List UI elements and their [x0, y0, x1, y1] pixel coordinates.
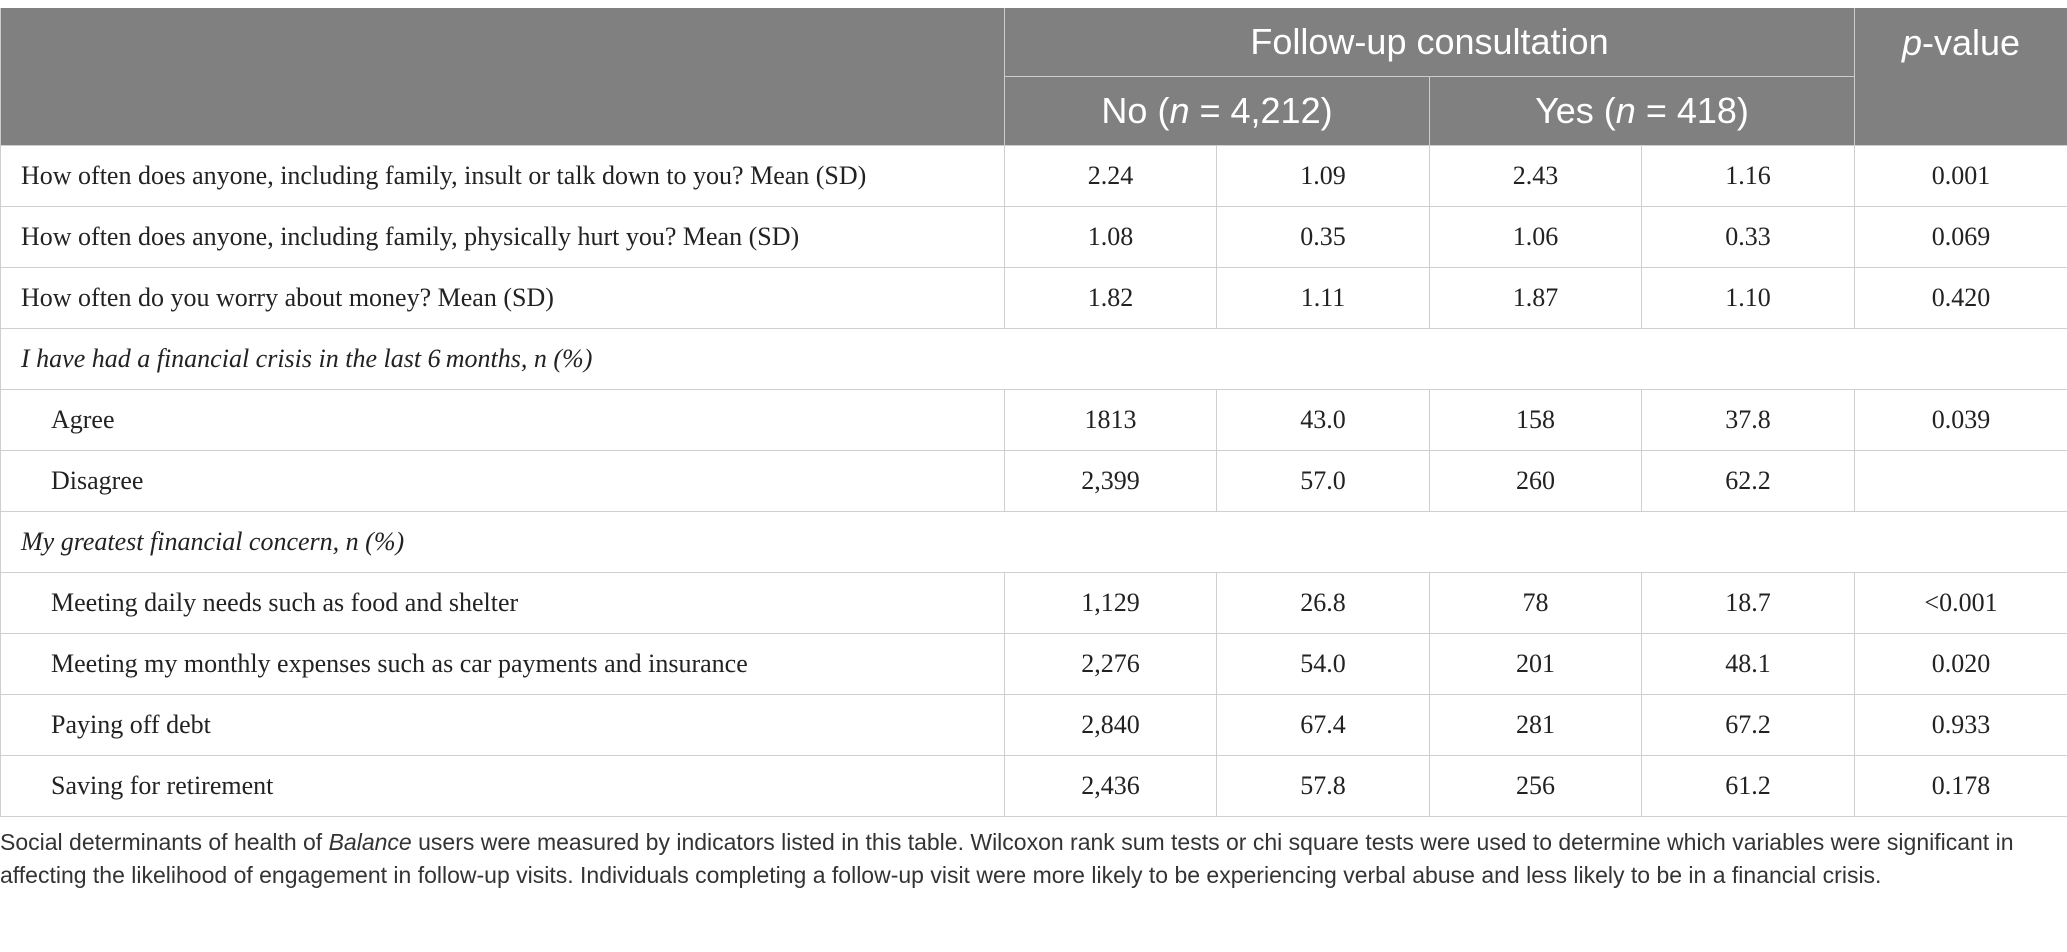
p-value-cell: 0.178: [1854, 755, 2067, 817]
header-yes: Yes (n = 418): [1428, 76, 1856, 146]
no-count-cell: 2,840: [1004, 694, 1217, 756]
yes-stat-cell: 1.16: [1640, 145, 1856, 207]
p-value-cell: <0.001: [1854, 572, 2067, 634]
header-no: No (n = 4,212): [1004, 76, 1430, 146]
table-row: How often does anyone, including family,…: [0, 145, 2067, 207]
no-stat-cell: 0.35: [1216, 206, 1430, 268]
yes-count-cell: 1.06: [1429, 206, 1642, 268]
table-row: Disagree 2,399 57.0 260 62.2: [0, 450, 2067, 512]
row-label: Saving for retirement: [0, 755, 1005, 817]
table-row: Meeting my monthly expenses such as car …: [0, 633, 2067, 695]
no-count-cell: 1,129: [1004, 572, 1217, 634]
yes-count-cell: 281: [1429, 694, 1642, 756]
p-value-cell: 0.020: [1854, 633, 2067, 695]
footnote-text-1: Social determinants of health of: [0, 829, 329, 855]
row-label: Meeting daily needs such as food and she…: [0, 572, 1005, 634]
row-label: Meeting my monthly expenses such as car …: [0, 633, 1005, 695]
section-label: My greatest financial concern, n (%): [0, 511, 2067, 573]
no-count-cell: 1.82: [1004, 267, 1217, 329]
yes-stat-cell: 37.8: [1640, 389, 1856, 451]
p-value-cell: 0.069: [1854, 206, 2067, 268]
yes-stat-cell: 62.2: [1640, 450, 1856, 512]
section-label: I have had a financial crisis in the las…: [0, 328, 2067, 390]
yes-count-cell: 158: [1429, 389, 1642, 451]
p-value-cell: 0.933: [1854, 694, 2067, 756]
header-no-post: = 4,212): [1189, 90, 1333, 131]
footnote-italic-balance: Balance: [328, 829, 412, 855]
yes-count-cell: 201: [1429, 633, 1642, 695]
no-count-cell: 2,399: [1004, 450, 1217, 512]
no-count-cell: 1.08: [1004, 206, 1217, 268]
no-count-cell: 2.24: [1004, 145, 1217, 207]
no-stat-cell: 1.09: [1216, 145, 1430, 207]
yes-count-cell: 1.87: [1429, 267, 1642, 329]
p-value-cell: 0.001: [1854, 145, 2067, 207]
header-yes-pre: Yes (: [1535, 90, 1616, 131]
p-italic: p: [1901, 22, 1922, 63]
yes-count-cell: 260: [1429, 450, 1642, 512]
p-value-cell: [1854, 450, 2067, 512]
no-stat-cell: 43.0: [1216, 389, 1430, 451]
header-no-pre: No (: [1101, 90, 1170, 131]
table-footnote: Social determinants of health of Balance…: [0, 826, 2040, 892]
p-value-cell: 0.039: [1854, 389, 2067, 451]
header-blank-cell: [0, 8, 1005, 146]
row-label: How often do you worry about money? Mean…: [0, 267, 1005, 329]
yes-count-cell: 2.43: [1429, 145, 1642, 207]
yes-stat-cell: 0.33: [1640, 206, 1856, 268]
yes-count-cell: 78: [1429, 572, 1642, 634]
no-stat-cell: 54.0: [1216, 633, 1430, 695]
header-group-follow-up: Follow-up consultation: [1003, 8, 1856, 77]
no-stat-cell: 57.8: [1216, 755, 1430, 817]
table-body: How often does anyone, including family,…: [0, 145, 2067, 817]
section-row: My greatest financial concern, n (%): [0, 511, 2067, 573]
no-stat-cell: 26.8: [1216, 572, 1430, 634]
yes-stat-cell: 67.2: [1640, 694, 1856, 756]
no-count-cell: 2,276: [1004, 633, 1217, 695]
yes-count-cell: 256: [1429, 755, 1642, 817]
table-row: Agree 1813 43.0 158 37.8 0.039: [0, 389, 2067, 451]
no-count-cell: 2,436: [1004, 755, 1217, 817]
header-yes-post: = 418): [1635, 90, 1749, 131]
row-label: Disagree: [0, 450, 1005, 512]
footnote-text-2: users were measured by indicators listed…: [0, 829, 2014, 888]
row-label: Paying off debt: [0, 694, 1005, 756]
no-stat-cell: 1.11: [1216, 267, 1430, 329]
row-label: Agree: [0, 389, 1005, 451]
yes-stat-cell: 1.10: [1640, 267, 1856, 329]
table-row: How often do you worry about money? Mean…: [0, 267, 2067, 329]
data-table: Follow-up consultation p-value No (n = 4…: [0, 8, 2067, 817]
no-stat-cell: 67.4: [1216, 694, 1430, 756]
row-label: How often does anyone, including family,…: [0, 206, 1005, 268]
table-header: Follow-up consultation p-value No (n = 4…: [0, 8, 2067, 146]
table-row: Paying off debt 2,840 67.4 281 67.2 0.933: [0, 694, 2067, 756]
row-label: How often does anyone, including family,…: [0, 145, 1005, 207]
header-no-n: n: [1169, 90, 1190, 131]
yes-stat-cell: 18.7: [1640, 572, 1856, 634]
table-row: How often does anyone, including family,…: [0, 206, 2067, 268]
yes-stat-cell: 61.2: [1640, 755, 1856, 817]
yes-stat-cell: 48.1: [1640, 633, 1856, 695]
section-row: I have had a financial crisis in the las…: [0, 328, 2067, 390]
header-yes-n: n: [1615, 90, 1636, 131]
p-value-suffix: -value: [1922, 22, 2021, 63]
p-value-cell: 0.420: [1854, 267, 2067, 329]
no-count-cell: 1813: [1004, 389, 1217, 451]
table-row: Saving for retirement 2,436 57.8 256 61.2 0.1…: [0, 755, 2067, 817]
table-row: Meeting daily needs such as food and she…: [0, 572, 2067, 634]
no-stat-cell: 57.0: [1216, 450, 1430, 512]
header-p-value: p-value: [1854, 8, 2067, 146]
